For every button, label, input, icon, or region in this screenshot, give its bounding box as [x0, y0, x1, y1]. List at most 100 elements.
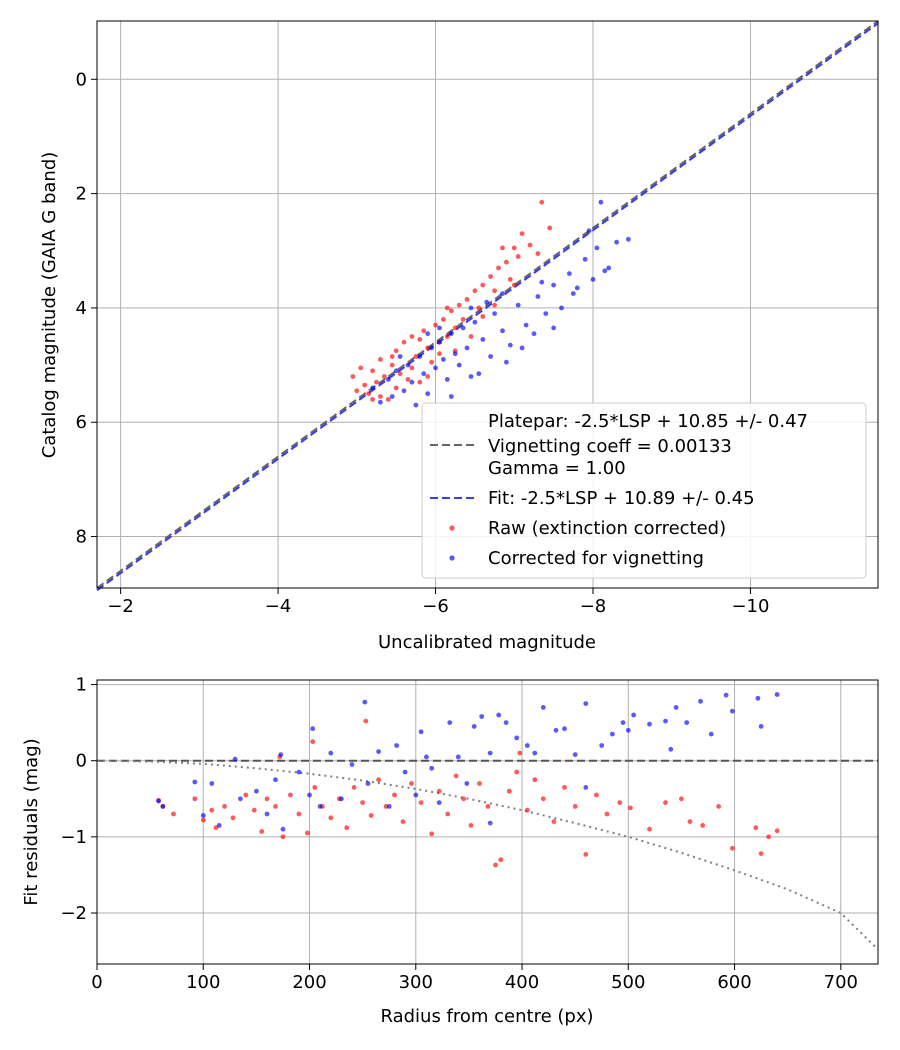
x-tick-label: −10: [731, 596, 769, 617]
raw-point: [444, 334, 450, 339]
fit-line: [96, 22, 879, 592]
legend-box: [421, 402, 867, 579]
corrected-point: [307, 792, 312, 798]
corrected-point: [583, 701, 589, 706]
corrected-point: [606, 265, 612, 271]
corrected-point: [365, 781, 371, 786]
corrected-point: [471, 724, 477, 729]
corrected-point: [503, 720, 509, 725]
corrected-point: [370, 385, 375, 391]
top-y-axis-label: Catalog magnitude (GAIA G band): [39, 152, 60, 459]
bottom-plot: 0 100 200 300 400 500 600 700 1 0 −1 −2 Radius fro…: [21, 675, 879, 1027]
corrected-point: [524, 743, 530, 748]
corrected-point: [460, 325, 466, 331]
corrected-point: [468, 374, 474, 379]
corrected-point: [531, 331, 537, 337]
corrected-point: [238, 796, 243, 802]
raw-point: [433, 322, 438, 328]
raw-point: [480, 282, 486, 288]
raw-point: [354, 388, 360, 394]
corrected-point: [264, 811, 270, 817]
raw-point: [288, 792, 293, 798]
raw-point: [400, 819, 406, 824]
raw-point: [453, 773, 459, 779]
corrected-point: [209, 781, 215, 786]
raw-point: [562, 785, 567, 790]
raw-point: [617, 800, 623, 805]
raw-point: [405, 377, 411, 382]
corrected-point: [500, 328, 505, 334]
raw-point: [413, 354, 419, 359]
corrected-point: [723, 692, 729, 698]
corrected-point: [519, 345, 525, 351]
raw-point: [476, 305, 482, 311]
raw-point: [758, 851, 764, 856]
corrected-point: [464, 345, 470, 351]
corrected-point: [476, 371, 482, 377]
corrected-point: [614, 239, 619, 245]
raw-point: [393, 385, 399, 391]
raw-point: [496, 265, 501, 271]
corrected-point: [500, 291, 505, 296]
raw-point: [397, 371, 403, 377]
corrected-point: [456, 362, 462, 368]
corrected-point: [673, 705, 679, 710]
legend-corrected-marker: [449, 555, 455, 561]
corrected-point: [583, 785, 589, 790]
raw-point: [393, 348, 399, 354]
corrected-point: [594, 245, 600, 251]
corrected-point: [296, 769, 302, 775]
raw-point: [417, 337, 423, 342]
x-tick-label: 500: [611, 972, 645, 993]
corrected-point: [425, 331, 431, 337]
raw-point: [594, 792, 599, 798]
raw-point: [441, 317, 446, 322]
top-y-ticks: 0 2 4 6 8: [76, 69, 97, 548]
corrected-point: [376, 749, 381, 754]
raw-point: [687, 819, 693, 824]
raw-point: [392, 792, 397, 798]
bottom-x-ticks: 0 100 200 300 400 500 600 700: [91, 964, 858, 993]
raw-point: [604, 811, 610, 817]
raw-point: [429, 359, 434, 365]
corrected-point: [574, 285, 580, 291]
raw-point: [517, 750, 523, 756]
y-tick-label: 6: [76, 412, 87, 433]
corrected-point: [437, 325, 442, 331]
y-tick-label: −1: [60, 827, 87, 848]
corrected-point: [532, 750, 538, 756]
corrected-point: [421, 371, 427, 377]
raw-point: [460, 317, 466, 322]
corrected-point: [479, 714, 485, 719]
corrected-point: [535, 294, 541, 299]
corrected-point: [599, 743, 605, 748]
raw-point: [437, 351, 442, 357]
x-tick-label: −2: [107, 596, 134, 617]
raw-point: [425, 374, 431, 379]
raw-point: [774, 828, 780, 834]
raw-point: [753, 825, 759, 831]
corrected-point: [424, 754, 429, 760]
corrected-point: [602, 268, 608, 274]
raw-point: [472, 288, 478, 294]
corrected-point: [328, 750, 334, 756]
corrected-point: [758, 724, 764, 729]
vignetting_model-line: [96, 759, 879, 951]
raw-point: [730, 845, 735, 851]
raw-point: [628, 805, 633, 811]
corrected-point: [464, 781, 470, 786]
raw-point: [485, 804, 491, 809]
raw-point: [492, 302, 497, 308]
raw-point: [409, 781, 414, 786]
corrected-point: [647, 721, 652, 727]
corrected-point: [755, 695, 761, 701]
raw-point: [312, 785, 318, 790]
raw-point: [243, 792, 249, 798]
raw-point: [514, 769, 520, 775]
top-x-ticks: −2 −4 −6 −8 −10: [107, 588, 769, 617]
corrected-point: [385, 377, 391, 382]
raw-point: [519, 231, 525, 237]
corrected-point: [232, 756, 238, 762]
top-lines: [96, 20, 879, 592]
